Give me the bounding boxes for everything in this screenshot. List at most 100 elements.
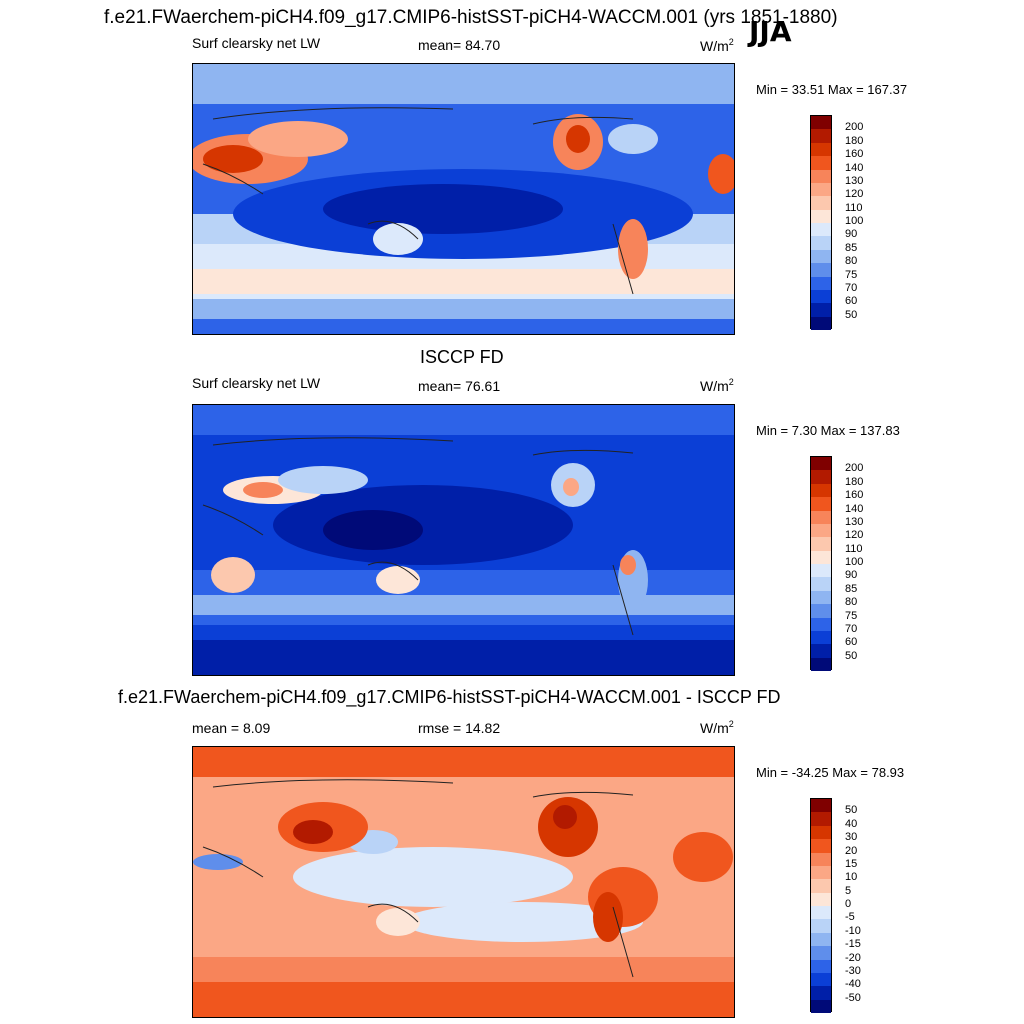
middle-map <box>192 404 735 676</box>
colorbar-segment <box>811 169 831 183</box>
colorbar-segment <box>811 523 831 538</box>
colorbar-tick-label: -50 <box>845 991 861 1004</box>
colorbar-segment <box>811 550 831 564</box>
colorbar-tick-label: 0 <box>845 898 852 910</box>
colorbar-tick-label: 10 <box>845 871 858 884</box>
colorbar-segment <box>811 986 831 1000</box>
colorbar-segment <box>811 483 831 498</box>
top-mean-label: mean= 84.70 <box>418 37 501 53</box>
colorbar-tick-label: 5 <box>845 884 852 897</box>
colorbar-segment <box>811 470 831 484</box>
middle-map-field <box>193 405 734 675</box>
colorbar-tick-label: 160 <box>845 148 864 161</box>
colorbar-segment <box>811 644 831 658</box>
colorbar-segment <box>811 799 831 813</box>
colorbar-tick-label: 110 <box>845 201 863 214</box>
colorbar-tick-label: 60 <box>845 636 858 649</box>
colorbar-segment <box>811 236 831 250</box>
colorbar-segment <box>811 182 831 197</box>
colorbar-tick-label: 110 <box>845 542 863 555</box>
colorbar-tick-label: 50 <box>845 804 858 817</box>
colorbar-tick-label: 140 <box>845 161 864 174</box>
colorbar-segment <box>811 852 831 866</box>
colorbar-segment <box>811 932 831 947</box>
bottom-minmax-label: Min = -34.25 Max = 78.93 <box>756 765 905 780</box>
top-variable-label: Surf clearsky net LW <box>192 35 321 51</box>
colorbar-segment <box>811 604 831 618</box>
colorbar-segment <box>811 892 831 906</box>
colorbar-tick-label: -30 <box>845 964 861 977</box>
colorbar-segment <box>811 223 831 237</box>
colorbar-tick-label: 75 <box>845 609 858 622</box>
colorbar-segment <box>811 839 831 853</box>
colorbar-tick-label: -10 <box>845 924 861 937</box>
colorbar-tick-label: 75 <box>845 268 858 281</box>
top-colorbar <box>810 115 832 330</box>
colorbar-segment <box>811 116 831 130</box>
colorbar-tick-label: 50 <box>845 308 858 321</box>
colorbar-tick-label: 15 <box>845 857 858 870</box>
colorbar-tick-label: 200 <box>845 121 864 134</box>
colorbar-tick-label: 85 <box>845 241 858 254</box>
middle-mean-label: mean= 76.61 <box>418 378 501 394</box>
colorbar-tick-label: 80 <box>845 255 858 268</box>
middle-minmax-label: Min = 7.30 Max = 137.83 <box>756 423 900 438</box>
colorbar-segment <box>811 289 831 304</box>
colorbar-segment <box>811 577 831 591</box>
colorbar-tick-label: -40 <box>845 978 861 991</box>
colorbar-segment <box>811 617 831 631</box>
colorbar-segment <box>811 906 831 920</box>
colorbar-tick-label: 130 <box>845 515 864 528</box>
colorbar-segment <box>811 865 831 880</box>
colorbar-tick-label: 100 <box>845 215 864 227</box>
colorbar-tick-label: 80 <box>845 596 858 609</box>
colorbar-segment <box>811 510 831 524</box>
colorbar-segment <box>811 142 831 157</box>
colorbar-tick-label: 140 <box>845 502 864 515</box>
colorbar-tick-label: 100 <box>845 556 864 568</box>
bottom-map-field <box>193 747 734 1017</box>
colorbar-tick-label: -15 <box>845 938 861 951</box>
bottom-units-label: W/m2 <box>700 719 734 736</box>
colorbar-segment <box>811 657 831 671</box>
bottom-map <box>192 746 735 1018</box>
middle-colorbar <box>810 456 832 671</box>
colorbar-segment <box>811 263 831 277</box>
colorbar-segment <box>811 316 831 330</box>
colorbar-segment <box>811 209 831 223</box>
colorbar-tick-label: -20 <box>845 951 861 964</box>
colorbar-segment <box>811 879 831 893</box>
colorbar-tick-label: 180 <box>845 475 864 488</box>
season-label: JJA <box>749 15 792 48</box>
colorbar-tick-label: 40 <box>845 817 858 830</box>
colorbar-tick-label: 180 <box>845 134 864 147</box>
colorbar-tick-label: 85 <box>845 582 858 595</box>
colorbar-segment <box>811 630 831 645</box>
middle-units-label: W/m2 <box>700 377 734 394</box>
colorbar-segment <box>811 303 831 317</box>
colorbar-segment <box>811 497 831 511</box>
top-map <box>192 63 735 335</box>
colorbar-tick-label: 30 <box>845 831 858 844</box>
bottom-rmse-label: rmse = 14.82 <box>418 720 501 736</box>
colorbar-tick-label: 70 <box>845 281 858 294</box>
colorbar-tick-label: 130 <box>845 174 864 187</box>
colorbar-segment <box>811 812 831 826</box>
figure-title: f.e21.FWaerchem-piCH4.f09_g17.CMIP6-hist… <box>104 7 838 28</box>
colorbar-tick-label: 20 <box>845 844 858 857</box>
colorbar-tick-label: 120 <box>845 188 864 201</box>
colorbar-tick-label: 90 <box>845 569 858 582</box>
colorbar-segment <box>811 276 831 290</box>
colorbar-tick-label: 200 <box>845 462 864 475</box>
colorbar-segment <box>811 825 831 840</box>
top-minmax-label: Min = 33.51 Max = 167.37 <box>756 82 908 97</box>
middle-variable-label: Surf clearsky net LW <box>192 375 321 391</box>
colorbar-segment <box>811 919 831 933</box>
colorbar-tick-label: 60 <box>845 295 858 308</box>
colorbar-tick-label: 160 <box>845 489 864 502</box>
colorbar-segment <box>811 537 831 551</box>
top-units-label: W/m2 <box>700 37 734 54</box>
colorbar-segment <box>811 249 831 264</box>
colorbar-segment <box>811 564 831 578</box>
colorbar-segment <box>811 972 831 987</box>
